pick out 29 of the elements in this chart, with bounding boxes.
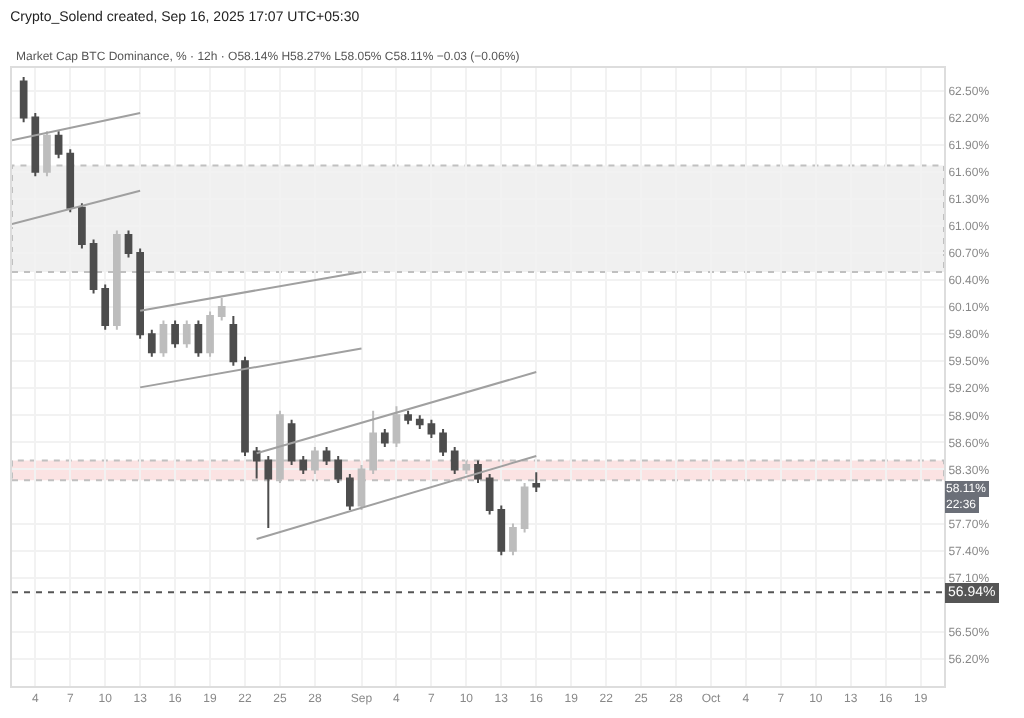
candlestick xyxy=(346,472,354,512)
candlestick xyxy=(124,229,133,259)
candlestick xyxy=(78,202,86,250)
candlestick xyxy=(415,414,424,430)
candlestick xyxy=(404,409,412,426)
candlestick xyxy=(171,319,179,349)
candlestick xyxy=(136,247,144,340)
candlestick xyxy=(427,418,436,439)
candlestick xyxy=(439,427,447,457)
candlestick xyxy=(159,319,168,358)
candlestick xyxy=(392,405,401,448)
candlestick xyxy=(299,454,308,475)
candlestick xyxy=(54,130,63,160)
candlestick xyxy=(206,310,214,358)
candlestick xyxy=(217,297,226,322)
candlestick xyxy=(532,471,541,494)
candlestick xyxy=(101,283,110,331)
candlestick xyxy=(89,238,98,295)
candlestick xyxy=(334,454,343,484)
candlestick xyxy=(509,522,517,557)
candlestick xyxy=(241,355,249,457)
candlestick xyxy=(380,427,389,448)
candlestick xyxy=(322,445,331,466)
candlestick xyxy=(450,445,459,475)
candlestick xyxy=(229,315,238,367)
candlestick xyxy=(194,319,203,358)
candlestick xyxy=(66,148,75,214)
candlestick xyxy=(182,319,191,349)
candlestick xyxy=(147,328,156,358)
